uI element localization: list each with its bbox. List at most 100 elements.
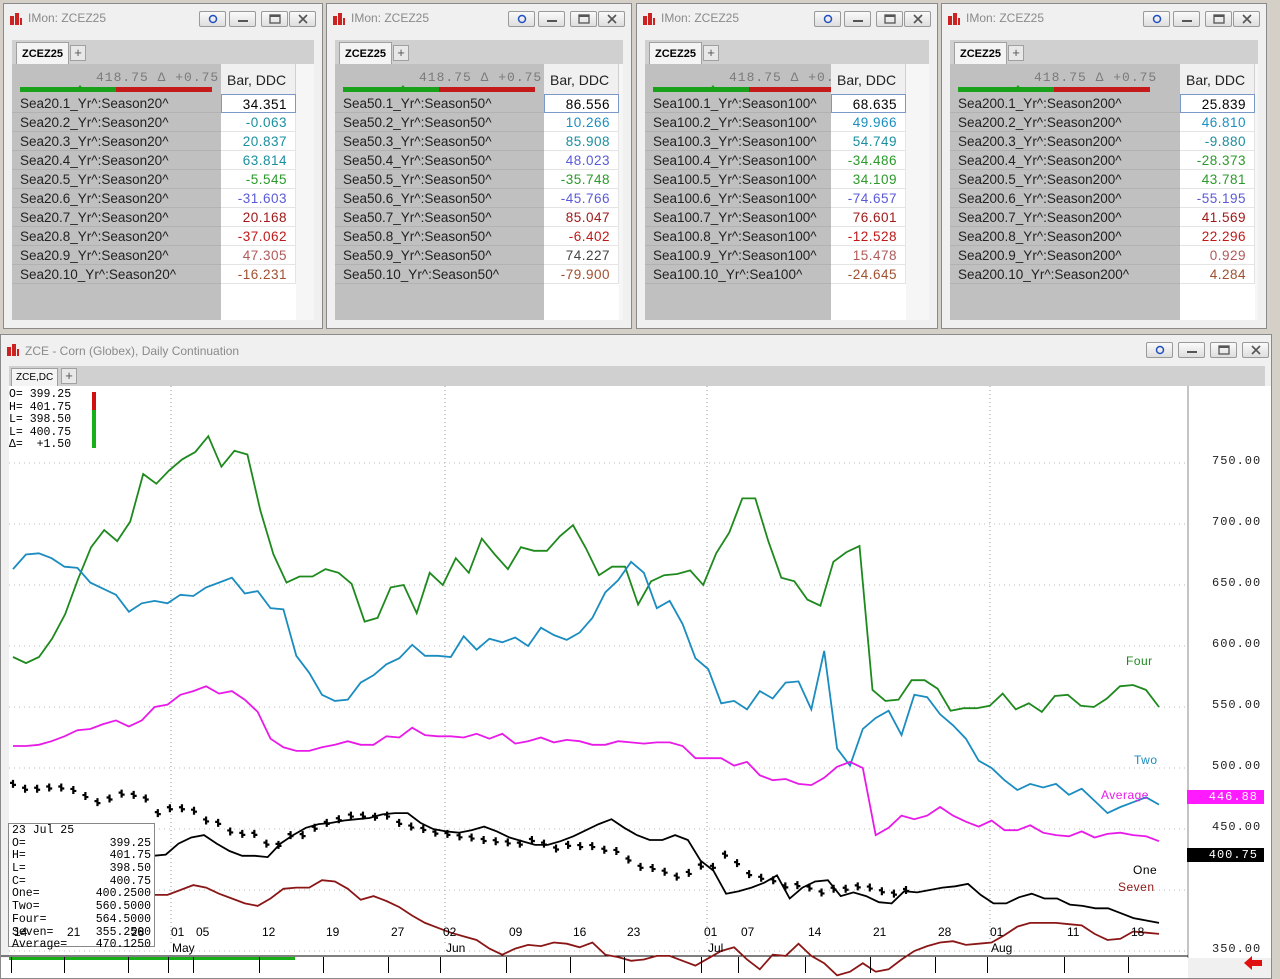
monitor-row-label[interactable]: Sea20.4_Yr^:Season20^: [12, 151, 221, 170]
minimize-button[interactable]: [1178, 342, 1205, 358]
minimize-button[interactable]: [538, 11, 565, 27]
close-button[interactable]: [904, 11, 931, 27]
monitor-row-label[interactable]: Sea100.5_Yr^:Season100^: [645, 170, 831, 189]
monitor-row-value[interactable]: 15.478: [831, 246, 906, 265]
link-button[interactable]: [1143, 11, 1170, 27]
monitor-titlebar[interactable]: IMon: ZCEZ25: [637, 4, 937, 34]
monitor-row-value[interactable]: -24.645: [831, 265, 906, 284]
close-button[interactable]: [1233, 11, 1260, 27]
monitor-row-label[interactable]: Sea50.7_Yr^:Season50^: [335, 208, 544, 227]
monitor-row-value[interactable]: 34.109: [831, 170, 906, 189]
monitor-row-label[interactable]: Sea100.4_Yr^:Season100^: [645, 151, 831, 170]
link-button[interactable]: [199, 11, 226, 27]
monitor-row-value[interactable]: 0.929: [1180, 246, 1255, 265]
monitor-row-value[interactable]: -34.486: [831, 151, 906, 170]
monitor-row-value[interactable]: -35.748: [544, 170, 619, 189]
minimize-button[interactable]: [1173, 11, 1200, 27]
link-button[interactable]: [814, 11, 841, 27]
monitor-row-label[interactable]: Sea20.1_Yr^:Season20^: [12, 94, 221, 113]
monitor-row-label[interactable]: Sea20.10_Yr^:Season20^: [12, 265, 221, 284]
link-button[interactable]: [508, 11, 535, 27]
monitor-row-label[interactable]: Sea50.6_Yr^:Season50^: [335, 189, 544, 208]
column-header[interactable]: Bar, DDC: [1180, 64, 1255, 94]
minimize-button[interactable]: [229, 11, 256, 27]
monitor-row-label[interactable]: Sea100.2_Yr^:Season100^: [645, 113, 831, 132]
maximize-button[interactable]: [1210, 342, 1237, 358]
monitor-row-value[interactable]: 20.168: [221, 208, 296, 227]
monitor-row-value[interactable]: 46.810: [1180, 113, 1255, 132]
monitor-row-value[interactable]: 76.601: [831, 208, 906, 227]
monitor-row-label[interactable]: Sea200.7_Yr^:Season200^: [950, 208, 1180, 227]
monitor-row-value[interactable]: -16.231: [221, 265, 296, 284]
monitor-tab[interactable]: ZCEZ25: [649, 42, 702, 64]
monitor-row-label[interactable]: Sea20.7_Yr^:Season20^: [12, 208, 221, 227]
monitor-row-label[interactable]: Sea50.1_Yr^:Season50^: [335, 94, 544, 113]
monitor-row-label[interactable]: Sea100.10_Yr^:Sea100^: [645, 265, 831, 284]
monitor-titlebar[interactable]: IMon: ZCEZ25: [942, 4, 1266, 34]
monitor-row-value[interactable]: -0.063: [221, 113, 296, 132]
monitor-row-value[interactable]: -9.880: [1180, 132, 1255, 151]
column-header[interactable]: Bar, DDC: [831, 64, 906, 94]
add-tab-button[interactable]: +: [703, 45, 719, 61]
monitor-tab[interactable]: ZCEZ25: [954, 42, 1007, 64]
monitor-titlebar[interactable]: IMon: ZCEZ25: [4, 4, 322, 34]
monitor-row-label[interactable]: Sea100.3_Yr^:Season100^: [645, 132, 831, 151]
monitor-row-label[interactable]: Sea20.9_Yr^:Season20^: [12, 246, 221, 265]
monitor-row-value[interactable]: 85.908: [544, 132, 619, 151]
monitor-row-value[interactable]: 43.781: [1180, 170, 1255, 189]
monitor-row-value[interactable]: 49.966: [831, 113, 906, 132]
monitor-row-value[interactable]: 74.227: [544, 246, 619, 265]
monitor-row-value[interactable]: 54.749: [831, 132, 906, 151]
monitor-row-label[interactable]: Sea20.2_Yr^:Season20^: [12, 113, 221, 132]
monitor-row-value[interactable]: 47.305: [221, 246, 296, 265]
monitor-row-label[interactable]: Sea20.6_Yr^:Season20^: [12, 189, 221, 208]
monitor-row-label[interactable]: Sea200.9_Yr^:Season200^: [950, 246, 1180, 265]
maximize-button[interactable]: [876, 11, 903, 27]
maximize-button[interactable]: [261, 11, 288, 27]
monitor-row-label[interactable]: Sea50.10_Yr^:Season50^: [335, 265, 544, 284]
close-button[interactable]: [1242, 342, 1269, 358]
maximize-button[interactable]: [1205, 11, 1232, 27]
monitor-row-value[interactable]: -12.528: [831, 227, 906, 246]
monitor-row-value[interactable]: 41.569: [1180, 208, 1255, 227]
chart-titlebar[interactable]: ZCE - Corn (Globex), Daily Continuation: [1, 335, 1271, 365]
monitor-row-label[interactable]: Sea20.5_Yr^:Season20^: [12, 170, 221, 189]
monitor-row-value[interactable]: -28.373: [1180, 151, 1255, 170]
price-chart[interactable]: [1, 386, 1272, 979]
add-tab-button[interactable]: +: [393, 45, 409, 61]
add-tab-button[interactable]: +: [61, 368, 77, 384]
column-header[interactable]: Bar, DDC: [221, 64, 296, 94]
monitor-row-label[interactable]: Sea100.7_Yr^:Season100^: [645, 208, 831, 227]
add-tab-button[interactable]: +: [1008, 45, 1024, 61]
monitor-row-label[interactable]: Sea50.9_Yr^:Season50^: [335, 246, 544, 265]
monitor-row-value[interactable]: 4.284: [1180, 265, 1255, 284]
monitor-row-label[interactable]: Sea50.4_Yr^:Season50^: [335, 151, 544, 170]
monitor-row-label[interactable]: Sea50.8_Yr^:Season50^: [335, 227, 544, 246]
monitor-row-value[interactable]: -31.603: [221, 189, 296, 208]
monitor-row-value[interactable]: 10.266: [544, 113, 619, 132]
monitor-row-label[interactable]: Sea200.4_Yr^:Season200^: [950, 151, 1180, 170]
column-header[interactable]: Bar, DDC: [544, 64, 619, 94]
monitor-row-label[interactable]: Sea20.3_Yr^:Season20^: [12, 132, 221, 151]
close-button[interactable]: [289, 11, 316, 27]
monitor-row-value[interactable]: 34.351: [221, 94, 296, 113]
monitor-row-value[interactable]: 63.814: [221, 151, 296, 170]
monitor-row-label[interactable]: Sea100.9_Yr^:Season100^: [645, 246, 831, 265]
monitor-row-label[interactable]: Sea200.2_Yr^:Season200^: [950, 113, 1180, 132]
monitor-row-label[interactable]: Sea50.2_Yr^:Season50^: [335, 113, 544, 132]
monitor-row-value[interactable]: -45.766: [544, 189, 619, 208]
monitor-row-value[interactable]: 86.556: [544, 94, 619, 113]
monitor-row-label[interactable]: Sea100.8_Yr^:Season100^: [645, 227, 831, 246]
monitor-row-label[interactable]: Sea200.5_Yr^:Season200^: [950, 170, 1180, 189]
monitor-row-label[interactable]: Sea200.8_Yr^:Season200^: [950, 227, 1180, 246]
monitor-row-value[interactable]: -5.545: [221, 170, 296, 189]
monitor-row-value[interactable]: 68.635: [831, 94, 906, 113]
monitor-row-value[interactable]: -74.657: [831, 189, 906, 208]
add-tab-button[interactable]: +: [70, 45, 86, 61]
monitor-row-label[interactable]: Sea200.6_Yr^:Season200^: [950, 189, 1180, 208]
monitor-row-value[interactable]: 22.296: [1180, 227, 1255, 246]
monitor-row-label[interactable]: Sea200.1_Yr^:Season200^: [950, 94, 1180, 113]
monitor-row-label[interactable]: Sea100.1_Yr^:Season100^: [645, 94, 831, 113]
monitor-tab[interactable]: ZCEZ25: [16, 42, 69, 64]
monitor-row-value[interactable]: 48.023: [544, 151, 619, 170]
